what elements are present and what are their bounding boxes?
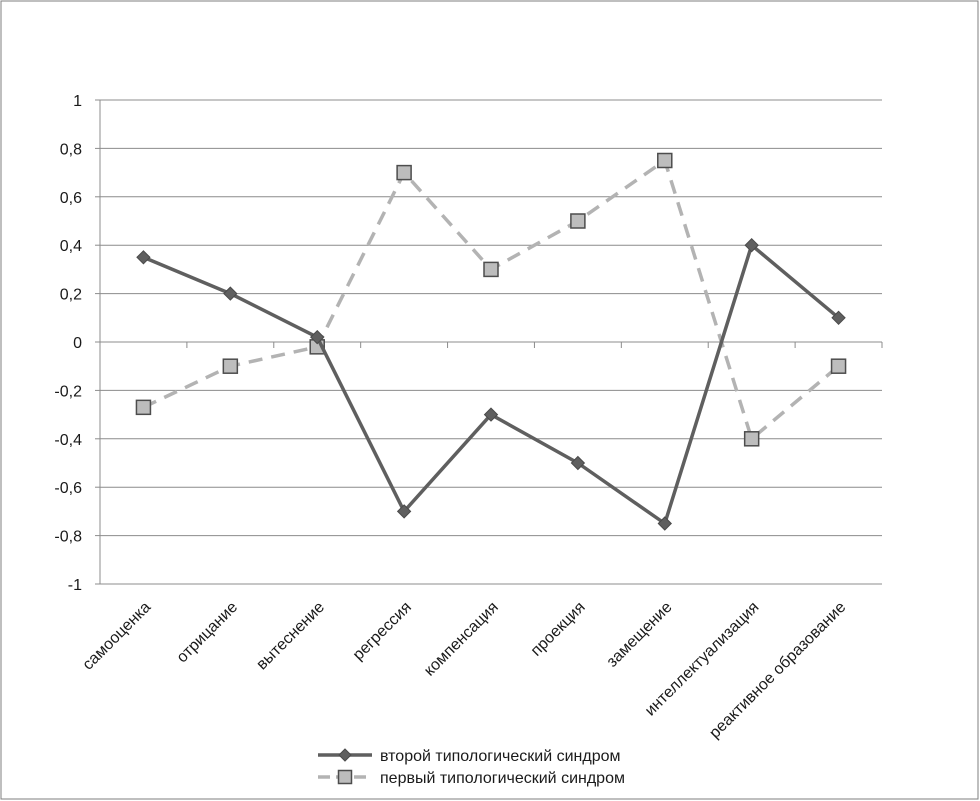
y-tick-label: 0,2: [60, 287, 82, 304]
legend-marker: [338, 748, 352, 762]
data-point: [135, 399, 152, 416]
y-tick-label: -0,2: [54, 383, 82, 400]
data-point: [743, 431, 760, 447]
data-point: [831, 310, 846, 326]
y-tick-label: 0,4: [60, 238, 82, 255]
data-point: [483, 407, 499, 422]
data-point: [570, 455, 586, 471]
data-point: [483, 261, 499, 278]
y-tick-label: -1: [68, 577, 82, 594]
legend-marker: [337, 769, 353, 785]
y-tick-label: -0,8: [54, 529, 82, 546]
data-point: [136, 250, 151, 265]
legend-label: первый типологический синдром: [380, 770, 625, 787]
data-point: [744, 237, 759, 253]
y-tick-label: -0,4: [54, 432, 82, 449]
data-point: [310, 329, 325, 345]
y-tick-labels: 1 0,8 0,6 0,4 0,2 0 -0,2 -0,4 -0,6 -0,8 -1: [54, 93, 82, 594]
y-tick-label: 0,6: [60, 190, 82, 207]
legend: второй типологический синдром первый типо…: [318, 748, 625, 787]
data-point: [657, 516, 672, 531]
data-point: [396, 164, 412, 181]
y-tick-label: 0: [73, 335, 82, 352]
data-point: [223, 286, 238, 301]
y-tick-label: -0,6: [54, 480, 82, 497]
data-point: [222, 358, 239, 374]
legend-label: второй типологический синдром: [380, 748, 621, 765]
data-point: [657, 152, 673, 169]
y-tick-label: 1: [73, 93, 82, 110]
data-point: [570, 213, 586, 229]
data-point: [830, 358, 847, 374]
axes: [95, 99, 883, 585]
data-point: [396, 504, 412, 519]
y-tick-label: 0,8: [60, 141, 82, 158]
series-lines: [135, 152, 847, 531]
